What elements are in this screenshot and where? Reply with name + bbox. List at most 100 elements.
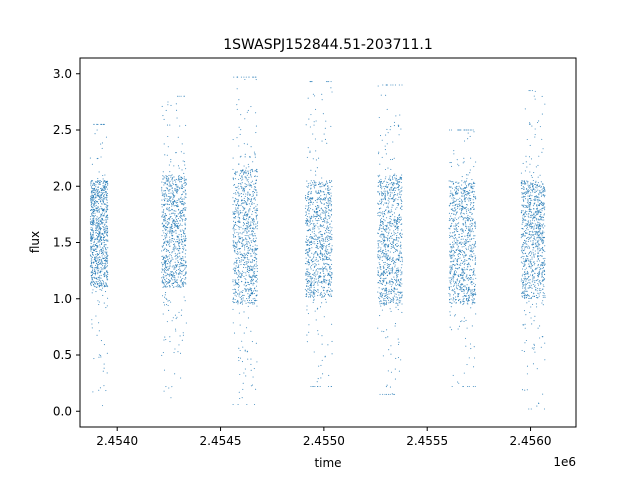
data-point bbox=[251, 251, 253, 253]
data-point bbox=[100, 197, 102, 199]
data-point bbox=[462, 299, 464, 301]
data-point bbox=[386, 289, 388, 291]
data-point bbox=[91, 221, 93, 223]
data-point bbox=[103, 196, 105, 198]
data-point bbox=[246, 174, 248, 176]
data-point bbox=[388, 296, 390, 299]
data-point bbox=[178, 176, 180, 178]
data-point bbox=[397, 283, 399, 285]
data-point bbox=[313, 184, 315, 187]
data-point bbox=[233, 228, 235, 230]
data-point bbox=[328, 197, 331, 199]
data-point bbox=[307, 244, 309, 246]
data-point bbox=[328, 193, 330, 195]
data-point bbox=[252, 195, 254, 197]
data-point bbox=[178, 198, 180, 200]
data-point bbox=[182, 256, 184, 258]
data-point bbox=[100, 205, 102, 207]
data-point bbox=[321, 185, 323, 187]
data-point bbox=[307, 312, 309, 315]
data-point bbox=[323, 264, 325, 266]
data-point bbox=[178, 252, 180, 254]
data-point bbox=[173, 275, 175, 277]
data-point bbox=[244, 300, 246, 302]
data-point bbox=[101, 214, 103, 216]
data-point bbox=[328, 239, 330, 242]
data-point bbox=[102, 208, 104, 211]
data-point bbox=[168, 178, 170, 180]
data-point bbox=[320, 208, 322, 210]
data-point bbox=[90, 246, 92, 248]
data-point bbox=[384, 188, 386, 190]
data-point bbox=[248, 193, 250, 195]
data-point bbox=[93, 259, 95, 261]
data-point bbox=[241, 297, 243, 299]
data-point bbox=[105, 258, 107, 260]
data-point bbox=[232, 220, 235, 222]
data-point bbox=[96, 226, 99, 228]
data-point bbox=[92, 262, 94, 264]
data-point bbox=[400, 253, 402, 255]
data-point bbox=[184, 207, 186, 209]
data-point bbox=[102, 280, 104, 282]
data-point bbox=[250, 266, 252, 268]
data-point bbox=[181, 258, 183, 260]
data-point bbox=[183, 186, 185, 188]
data-point bbox=[90, 191, 92, 194]
data-point bbox=[323, 272, 325, 275]
data-point bbox=[164, 269, 166, 271]
data-point bbox=[98, 260, 100, 262]
data-point bbox=[245, 241, 247, 243]
data-point bbox=[469, 269, 471, 271]
data-point bbox=[184, 196, 186, 198]
data-point bbox=[253, 252, 255, 254]
data-point bbox=[241, 274, 243, 276]
data-point bbox=[169, 219, 171, 221]
data-point bbox=[106, 228, 108, 230]
data-point bbox=[99, 282, 101, 284]
data-point bbox=[162, 265, 164, 267]
data-point bbox=[390, 235, 392, 237]
data-point bbox=[394, 283, 397, 285]
data-point bbox=[389, 256, 391, 258]
data-point bbox=[306, 281, 309, 283]
data-point bbox=[314, 289, 317, 292]
data-point bbox=[105, 261, 107, 263]
data-point bbox=[181, 193, 184, 195]
data-point bbox=[178, 175, 180, 177]
data-point bbox=[101, 218, 103, 220]
data-point bbox=[169, 257, 171, 259]
data-point bbox=[99, 250, 101, 252]
data-point bbox=[396, 276, 398, 278]
data-point bbox=[255, 239, 257, 242]
data-point bbox=[164, 218, 166, 220]
data-point bbox=[328, 212, 330, 214]
data-point bbox=[256, 228, 258, 230]
data-point bbox=[322, 225, 324, 227]
data-point bbox=[173, 238, 175, 240]
data-point bbox=[99, 244, 101, 246]
data-point bbox=[393, 194, 395, 196]
data-point bbox=[331, 208, 333, 210]
data-point bbox=[254, 170, 256, 172]
data-point bbox=[315, 264, 317, 266]
data-point bbox=[93, 198, 95, 200]
data-point bbox=[381, 193, 383, 195]
data-point bbox=[379, 135, 382, 137]
data-point bbox=[167, 104, 169, 106]
data-point bbox=[237, 275, 240, 277]
data-point bbox=[395, 288, 397, 290]
data-point bbox=[323, 262, 325, 264]
data-point bbox=[313, 260, 315, 262]
data-point bbox=[165, 266, 167, 268]
data-point bbox=[92, 249, 94, 251]
data-point bbox=[246, 111, 248, 113]
data-point bbox=[178, 271, 180, 273]
data-point bbox=[169, 180, 171, 182]
data-point bbox=[383, 302, 385, 304]
data-point bbox=[305, 249, 307, 251]
data-point bbox=[398, 221, 400, 223]
data-point bbox=[398, 341, 400, 343]
data-point bbox=[177, 284, 179, 286]
data-point bbox=[377, 254, 379, 256]
